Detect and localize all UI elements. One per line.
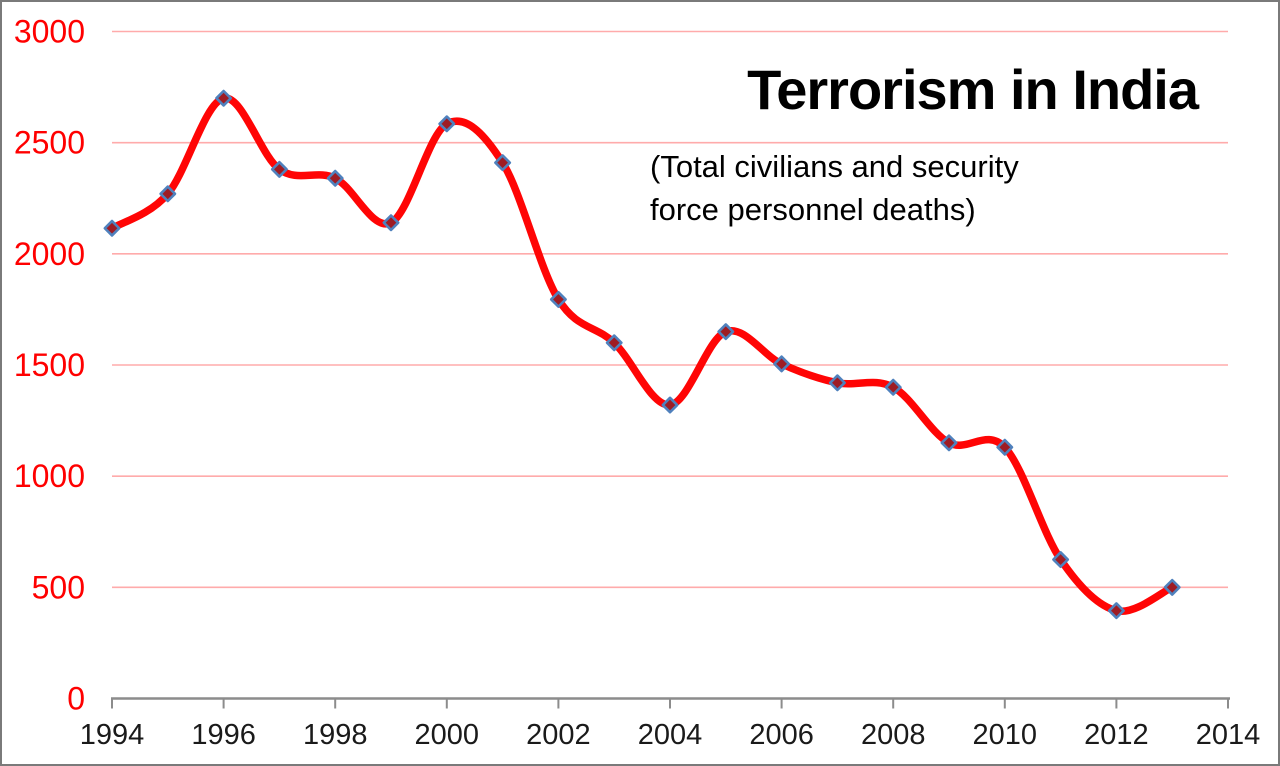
data-point-marker-1998 xyxy=(326,169,344,187)
data-point-marker-1997 xyxy=(270,160,288,178)
chart-subtitle: (Total civilians and security force pers… xyxy=(650,149,1019,227)
data-point-marker-2001 xyxy=(494,154,512,172)
x-axis-label-1994: 1994 xyxy=(80,719,145,751)
data-point-marker-2003 xyxy=(605,334,623,352)
data-point-marker-1994 xyxy=(103,219,121,237)
data-point-marker-2006 xyxy=(773,355,791,373)
x-axis-label-2000: 2000 xyxy=(415,719,480,751)
data-point-marker-2009 xyxy=(940,434,958,452)
x-axis-label-2006: 2006 xyxy=(749,719,814,751)
y-axis-label-2000: 2000 xyxy=(14,236,85,272)
y-axis-label-1000: 1000 xyxy=(14,458,85,494)
data-point-marker-2011 xyxy=(1052,551,1070,569)
data-point-marker-2007 xyxy=(828,374,846,392)
y-axis-label-1500: 1500 xyxy=(14,347,85,383)
data-point-marker-2010 xyxy=(996,438,1014,456)
data-point-marker-2000 xyxy=(438,115,456,133)
x-axis-label-2008: 2008 xyxy=(861,719,926,751)
x-axis-label-1998: 1998 xyxy=(303,719,368,751)
data-point-marker-2008 xyxy=(884,378,902,396)
y-axis-label-3000: 3000 xyxy=(14,14,85,50)
chart-title: Terrorism in India xyxy=(747,58,1199,121)
x-axis-label-2010: 2010 xyxy=(973,719,1038,751)
data-point-marker-2004 xyxy=(661,396,679,414)
data-point-marker-2012 xyxy=(1107,602,1125,620)
data-point-marker-1995 xyxy=(159,185,177,203)
x-axis-label-2014: 2014 xyxy=(1196,719,1261,751)
data-point-marker-2013 xyxy=(1163,578,1181,596)
data-point-marker-1996 xyxy=(215,89,233,107)
x-axis-label-2004: 2004 xyxy=(638,719,703,751)
data-point-marker-2002 xyxy=(549,290,567,308)
y-axis-label-500: 500 xyxy=(32,569,85,605)
x-axis-label-2002: 2002 xyxy=(526,719,591,751)
y-axis-label-2500: 2500 xyxy=(14,125,85,161)
x-axis-label-1996: 1996 xyxy=(191,719,256,751)
y-axis-label-0: 0 xyxy=(67,681,85,717)
x-axis-label-2012: 2012 xyxy=(1084,719,1149,751)
data-point-marker-1999 xyxy=(382,214,400,232)
data-point-marker-2005 xyxy=(717,323,735,341)
